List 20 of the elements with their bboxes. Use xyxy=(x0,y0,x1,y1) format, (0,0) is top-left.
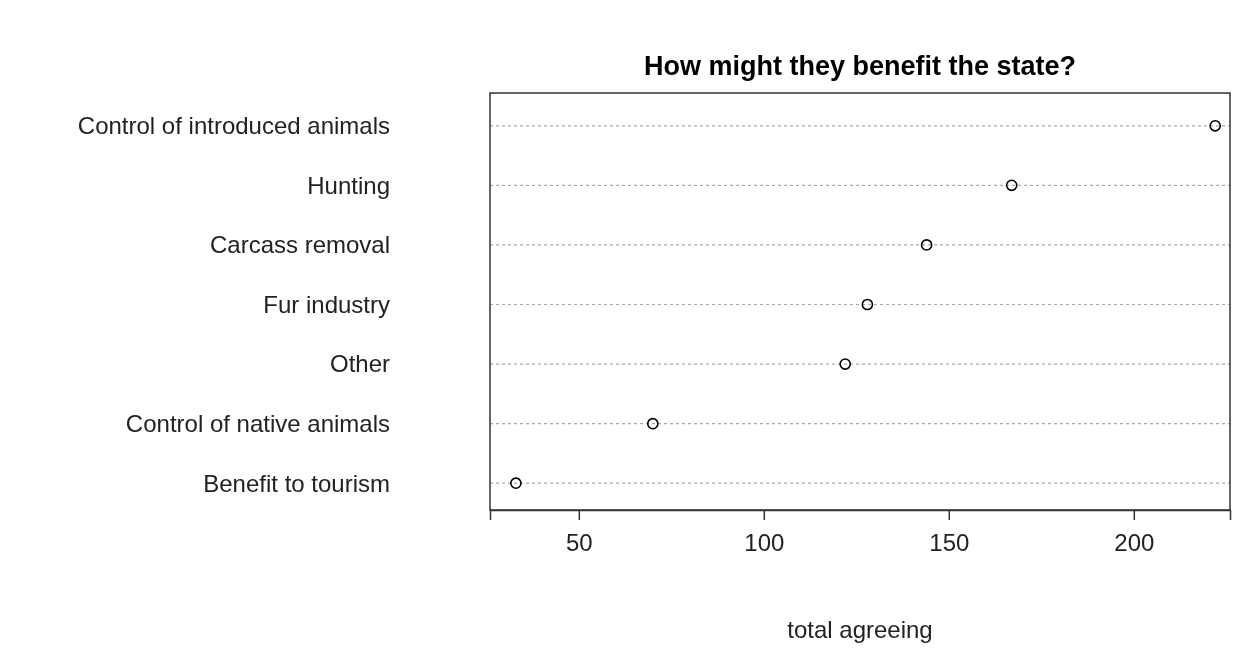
point xyxy=(1209,119,1222,132)
point xyxy=(510,477,522,490)
point xyxy=(646,417,659,430)
y-tick-label: Other xyxy=(329,350,390,378)
y-tick-label: Hunting xyxy=(307,171,390,199)
y-tick-label: Carcass removal xyxy=(209,231,390,259)
y-tick-label: Control of introduced animals xyxy=(77,112,390,140)
point xyxy=(1005,179,1018,192)
chart-title: How might they benefit the state? xyxy=(643,51,1077,81)
y-tick-label: Benefit to tourism xyxy=(203,469,390,497)
point xyxy=(920,239,933,251)
x-tick-label: 150 xyxy=(929,529,970,557)
x-axis-title: total agreeing xyxy=(787,616,933,643)
x-tick-label: 200 xyxy=(1114,529,1155,557)
point xyxy=(861,298,874,311)
point xyxy=(839,358,852,370)
y-tick-label: Fur industry xyxy=(263,290,390,318)
y-tick-label: Control of native animals xyxy=(125,410,390,438)
x-tick-label: 50 xyxy=(565,529,593,557)
x-tick-label: 100 xyxy=(744,529,785,557)
